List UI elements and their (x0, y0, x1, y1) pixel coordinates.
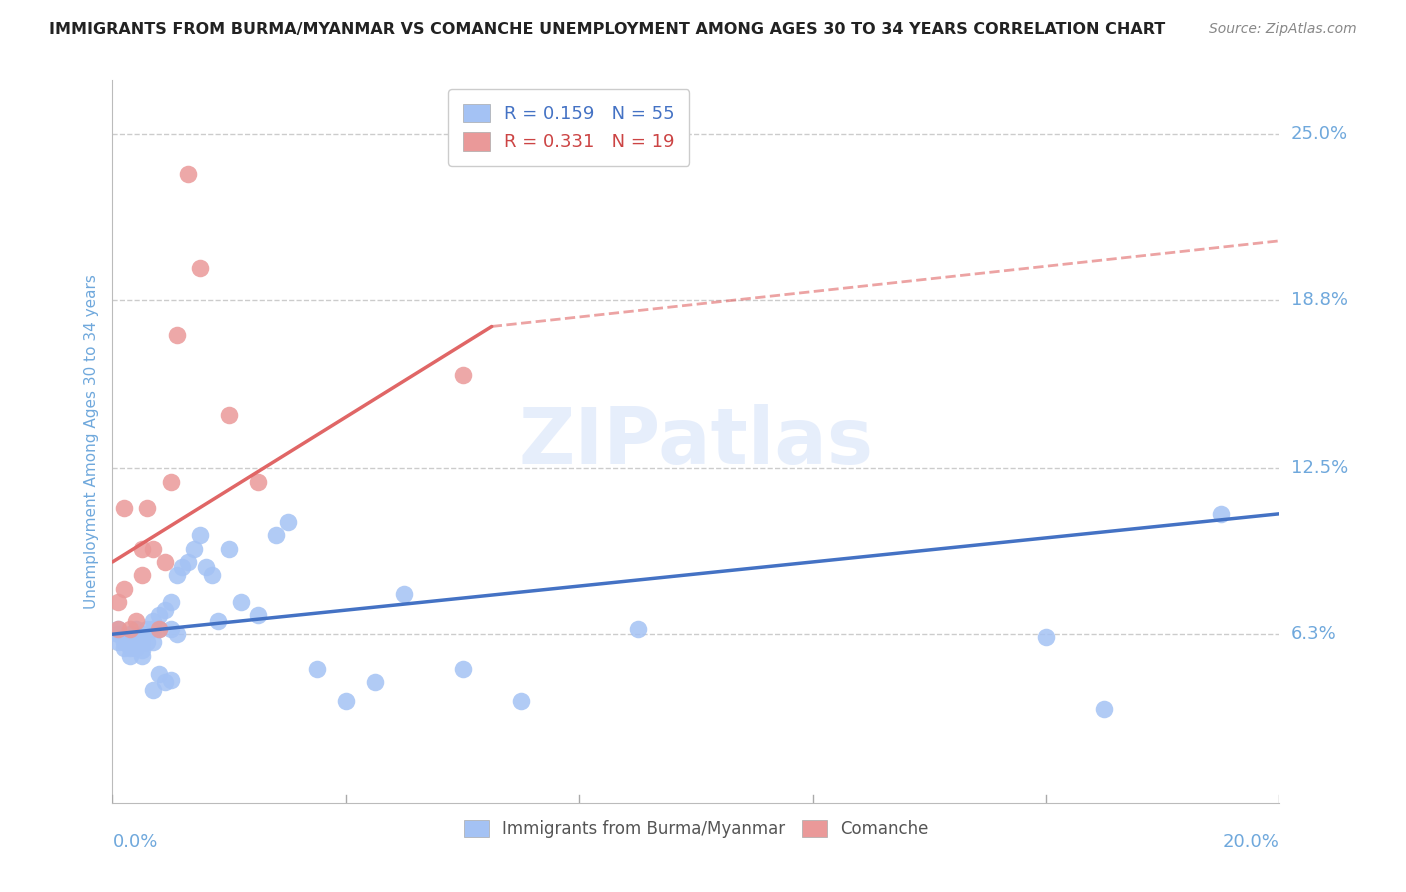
Text: IMMIGRANTS FROM BURMA/MYANMAR VS COMANCHE UNEMPLOYMENT AMONG AGES 30 TO 34 YEARS: IMMIGRANTS FROM BURMA/MYANMAR VS COMANCH… (49, 22, 1166, 37)
Point (364, 675, 387, 690)
Point (172, 560, 194, 574)
Text: 0.0%: 0.0% (112, 833, 157, 851)
Point (125, 614, 148, 628)
Legend: Immigrants from Burma/Myanmar, Comanche: Immigrants from Burma/Myanmar, Comanche (457, 814, 935, 845)
Point (188, 260, 211, 275)
Point (166, 327, 188, 342)
Point (112, 635, 135, 649)
Point (118, 640, 141, 655)
Text: Source: ZipAtlas.com: Source: ZipAtlas.com (1209, 22, 1357, 37)
Point (160, 475, 183, 489)
Point (509, 694, 531, 708)
Point (142, 683, 165, 698)
Point (136, 622, 159, 636)
Point (335, 694, 357, 708)
Point (136, 635, 159, 649)
Point (394, 587, 416, 601)
Point (125, 630, 148, 644)
Point (125, 640, 148, 655)
Point (142, 541, 165, 556)
Point (305, 662, 328, 676)
Point (188, 528, 211, 542)
Point (1209, 507, 1232, 521)
Point (136, 501, 159, 516)
Point (194, 560, 217, 574)
Point (177, 167, 200, 181)
Point (142, 614, 165, 628)
Point (118, 635, 141, 649)
Point (142, 622, 165, 636)
Point (247, 475, 270, 489)
Text: 6.3%: 6.3% (1291, 625, 1336, 643)
Point (183, 541, 205, 556)
Point (166, 568, 188, 582)
Text: 18.8%: 18.8% (1291, 291, 1347, 309)
Text: 20.0%: 20.0% (1223, 833, 1279, 851)
Point (118, 627, 141, 641)
Point (264, 528, 287, 542)
Point (131, 643, 153, 657)
Point (112, 630, 135, 644)
Point (131, 568, 153, 582)
Point (118, 648, 141, 663)
Point (451, 368, 474, 382)
Point (1035, 630, 1057, 644)
Point (148, 667, 170, 681)
Point (153, 603, 176, 617)
Text: ZIPatlas: ZIPatlas (519, 403, 873, 480)
Text: 25.0%: 25.0% (1291, 125, 1348, 143)
Point (1094, 702, 1116, 716)
Point (125, 622, 148, 636)
Point (112, 501, 135, 516)
Point (112, 582, 135, 596)
Point (451, 662, 474, 676)
Point (153, 555, 176, 569)
Point (131, 627, 153, 641)
Point (148, 622, 170, 636)
Point (118, 622, 141, 636)
Point (160, 673, 183, 687)
Point (218, 541, 240, 556)
Point (160, 622, 183, 636)
Point (218, 408, 240, 422)
Point (166, 627, 188, 641)
Point (131, 648, 153, 663)
Point (112, 640, 135, 655)
Point (142, 635, 165, 649)
Point (177, 555, 200, 569)
Point (131, 541, 153, 556)
Point (131, 635, 153, 649)
Point (627, 622, 650, 636)
Text: 12.5%: 12.5% (1291, 459, 1348, 477)
Point (207, 614, 229, 628)
Point (247, 608, 270, 623)
Y-axis label: Unemployment Among Ages 30 to 34 years: Unemployment Among Ages 30 to 34 years (83, 274, 98, 609)
Point (153, 675, 176, 690)
Point (107, 622, 129, 636)
Point (160, 595, 183, 609)
Point (107, 635, 129, 649)
Point (107, 627, 129, 641)
Point (229, 595, 252, 609)
Point (148, 608, 170, 623)
Point (107, 622, 129, 636)
Point (107, 595, 129, 609)
Point (201, 568, 224, 582)
Point (276, 515, 298, 529)
Point (148, 622, 170, 636)
